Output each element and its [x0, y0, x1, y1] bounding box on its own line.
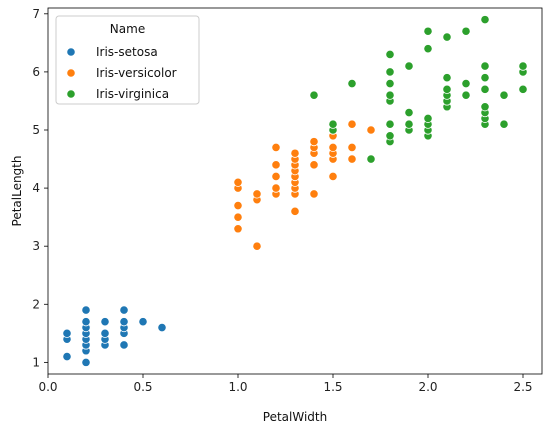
data-point: [290, 206, 300, 216]
data-point: [119, 317, 129, 327]
data-point: [62, 328, 72, 338]
legend-entry-label: Iris-virginica: [96, 87, 169, 101]
data-point: [461, 78, 471, 89]
x-tick-label: 1.0: [228, 380, 247, 394]
y-tick-label: 6: [32, 65, 40, 79]
data-point: [100, 317, 110, 327]
data-point: [480, 84, 490, 94]
data-point: [480, 15, 490, 25]
data-point: [328, 119, 338, 129]
data-point: [461, 90, 471, 100]
data-point: [347, 154, 357, 164]
data-point: [404, 61, 414, 71]
data-point: [290, 148, 300, 158]
data-point: [385, 78, 395, 89]
data-point: [309, 189, 319, 199]
y-tick-label: 5: [32, 123, 40, 137]
legend-marker: [66, 89, 76, 99]
x-tick-label: 2.5: [513, 380, 532, 394]
legend-entry-label: Iris-setosa: [96, 45, 158, 59]
data-point: [442, 73, 452, 83]
x-tick-label: 0.5: [133, 380, 152, 394]
data-point: [442, 84, 452, 94]
data-point: [233, 224, 243, 234]
data-point: [252, 241, 262, 251]
data-point: [100, 328, 110, 338]
data-point: [480, 73, 490, 83]
data-point: [366, 125, 376, 135]
data-point: [119, 340, 129, 350]
data-point: [81, 317, 91, 327]
data-point: [271, 171, 281, 182]
x-axis-label: PetalWidth: [263, 410, 327, 424]
data-point: [81, 305, 91, 315]
data-point: [518, 61, 528, 71]
data-point: [271, 142, 281, 153]
data-point: [309, 160, 319, 170]
data-point: [385, 119, 395, 129]
y-axis-label: PetalLength: [10, 156, 24, 227]
y-axis-ticks: 1 2 3 4 5 6 7: [32, 7, 48, 369]
x-tick-label: 1.5: [323, 380, 342, 394]
data-point: [347, 142, 357, 153]
data-point: [385, 90, 395, 100]
y-tick-label: 7: [32, 7, 40, 21]
data-point: [366, 154, 376, 164]
data-point: [233, 200, 243, 211]
data-point: [157, 322, 167, 333]
legend-box: [55, 15, 200, 105]
data-point: [404, 119, 414, 129]
data-point: [385, 67, 395, 77]
plot-frame: [47, 7, 543, 375]
y-tick-label: 4: [32, 181, 40, 195]
data-point: [62, 351, 72, 362]
data-point: [233, 212, 243, 222]
x-axis-ticks: 0.0 0.5 1.0 1.5 2.0 2.5: [38, 374, 533, 394]
data-point: [385, 49, 395, 60]
data-point: [271, 183, 281, 193]
data-point: [309, 90, 319, 100]
legend: Name Iris-setosa Iris-versicolor Iris-virg…: [55, 15, 200, 105]
data-point: [480, 61, 490, 71]
data-point: [233, 177, 243, 187]
data-point: [309, 137, 319, 147]
x-tick-label: 2.0: [418, 380, 437, 394]
data-point: [328, 171, 338, 182]
y-tick-label: 3: [32, 239, 40, 253]
points-layer: [62, 15, 528, 367]
data-point: [423, 26, 433, 36]
legend-entry-label: Iris-versicolor: [96, 66, 177, 80]
data-point: [328, 142, 338, 153]
data-point: [461, 26, 471, 36]
legend-marker: [66, 68, 76, 78]
data-point: [499, 119, 509, 129]
data-point: [518, 84, 528, 94]
data-point: [385, 131, 395, 141]
data-point: [404, 107, 414, 118]
data-point: [252, 189, 262, 199]
y-tick-label: 1: [32, 355, 40, 369]
data-point: [81, 357, 91, 367]
y-tick-label: 2: [32, 297, 40, 311]
data-point: [271, 160, 281, 170]
legend-title: Name: [110, 22, 145, 36]
data-point: [480, 102, 490, 112]
data-point: [119, 305, 129, 315]
data-point: [347, 119, 357, 129]
x-tick-label: 0.0: [38, 380, 57, 394]
data-point: [423, 113, 433, 123]
data-point: [442, 32, 452, 42]
data-point: [347, 78, 357, 89]
data-point: [138, 317, 148, 327]
legend-marker: [66, 47, 76, 57]
data-point: [423, 44, 433, 54]
data-point: [499, 90, 509, 100]
